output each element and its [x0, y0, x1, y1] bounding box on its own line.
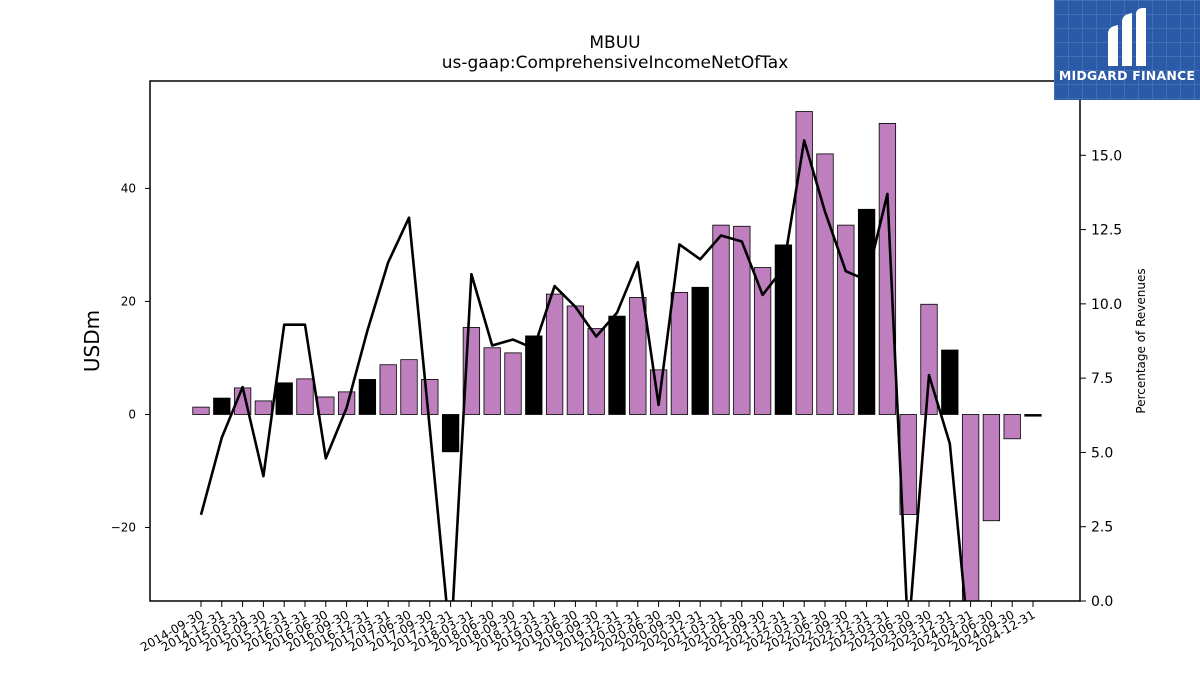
- bar-2022-06-30: [816, 153, 834, 415]
- y-axis-label: USDm: [80, 310, 104, 372]
- bar-2024-03-31: [961, 414, 980, 601]
- brand-name: MIDGARD FINANCE: [1058, 68, 1196, 83]
- bar-2023-03-31: [878, 122, 897, 415]
- bar-2016-12-31: [358, 379, 377, 415]
- bar-2021-09-30: [753, 267, 772, 415]
- right-y-axis: 0.0 2.5 5.0 7.5 10.0 12.5 15.0: [1080, 148, 1122, 610]
- ytick-label: −20: [111, 521, 136, 535]
- bar-2021-03-31: [712, 224, 730, 415]
- y2tick-label: 2.5: [1091, 520, 1113, 536]
- bar-series: [192, 111, 1042, 601]
- ytick-label: 20: [121, 294, 136, 308]
- bar-2021-06-30: [733, 225, 751, 415]
- y2tick-label: 10.0: [1091, 297, 1122, 313]
- line-series: [199, 139, 967, 601]
- bar-2019-06-30: [566, 305, 585, 415]
- bar-2014-09-30: [192, 406, 210, 415]
- y2-axis-label: Percentage of Revenues: [1134, 268, 1148, 413]
- y2tick-label: 0.0: [1091, 594, 1113, 610]
- y2tick-label: 7.5: [1091, 371, 1113, 387]
- bar-2019-09-30: [587, 328, 605, 415]
- bar-2019-12-31: [608, 315, 626, 415]
- bar-2014-12-31: [213, 397, 231, 415]
- midgard-logo-icon: [1108, 8, 1146, 66]
- bar-2016-03-31: [296, 378, 314, 415]
- bar-2022-03-31: [795, 111, 813, 415]
- y2tick-label: 15.0: [1091, 148, 1122, 164]
- bar-2024-12-31: [1024, 414, 1042, 417]
- bar-2024-09-30: [1003, 414, 1021, 440]
- bar-2019-03-31: [545, 293, 564, 415]
- bar-2017-09-30: [421, 379, 439, 415]
- bar-2016-06-30: [317, 396, 335, 415]
- plot-frame: [149, 80, 1081, 602]
- bar-2015-09-30: [254, 400, 273, 415]
- bar-2017-12-31: [441, 414, 460, 453]
- bar-2020-09-30: [670, 291, 689, 415]
- y2tick-label: 12.5: [1091, 223, 1122, 239]
- bar-2020-03-31: [629, 297, 647, 415]
- bar-2021-12-31: [774, 244, 793, 415]
- bar-2018-12-31: [525, 335, 543, 415]
- line-path: [199, 139, 967, 601]
- ytick-label: 0: [128, 407, 136, 421]
- bar-2023-12-31: [941, 349, 959, 415]
- bar-2017-06-30: [400, 359, 418, 415]
- brand-logo: MIDGARD FINANCE: [1054, 0, 1200, 100]
- left-y-axis: −20 0 20 40: [111, 181, 150, 535]
- bar-2018-09-30: [504, 352, 522, 415]
- bar-2020-12-31: [691, 286, 709, 415]
- ytick-label: 40: [121, 181, 136, 195]
- bar-2015-12-31: [275, 382, 293, 415]
- bar-2017-03-31: [379, 364, 397, 415]
- bar-2018-06-30: [483, 347, 501, 415]
- y2tick-label: 5.0: [1091, 445, 1113, 461]
- chart-subtitle: us-gaap:ComprehensiveIncomeNetOfTax: [442, 53, 789, 73]
- bar-2020-06-30: [649, 369, 668, 415]
- x-axis: 2014-09-302014-12-312015-03-312015-09-30…: [138, 601, 1038, 654]
- bar-2022-12-31: [857, 208, 876, 415]
- bar-2024-06-30: [982, 414, 1001, 522]
- chart-title: MBUU: [589, 33, 640, 53]
